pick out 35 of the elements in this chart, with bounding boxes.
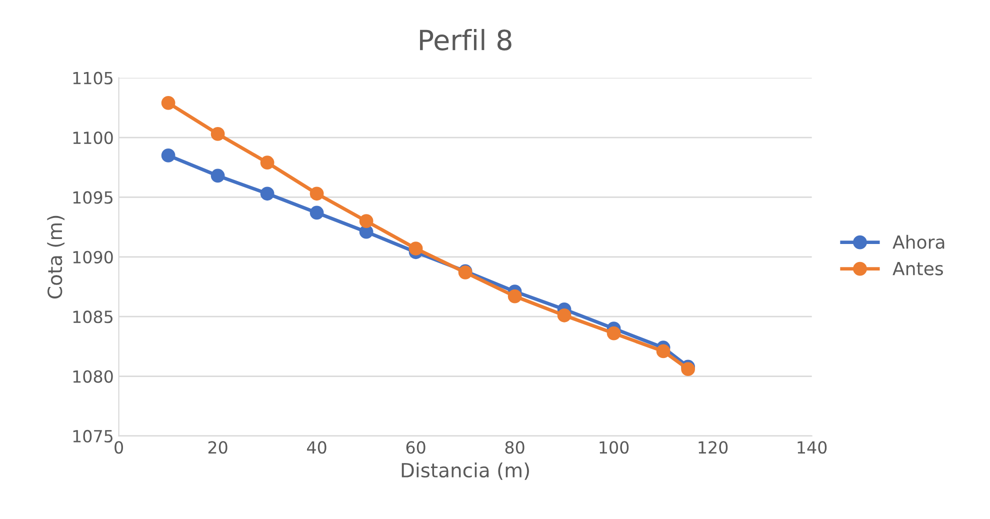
point [557,308,572,322]
y-tick-label: 1080 [73,370,113,383]
y-tick-label: 1075 [73,430,112,443]
legend-label: Antes [892,262,943,276]
point [161,148,176,162]
point [408,242,423,256]
point [260,156,274,170]
y-tick-label: 1105 [73,72,112,84]
point [260,186,274,201]
x-tick-label: 80 [505,441,524,454]
point [310,206,324,220]
y-tick-label: 1090 [73,250,113,264]
y-axis-title: Cota (m) [47,216,64,298]
x-tick-label: 40 [307,441,326,454]
point [681,362,695,376]
point [508,289,522,304]
point [656,344,670,358]
point [310,186,324,201]
point [606,326,621,340]
x-tick-label: 100 [600,441,629,454]
y-tick-label: 1100 [73,131,113,144]
point [210,127,225,141]
x-tick-label: 0 [114,441,123,454]
chart-title: Perfil 8 [420,28,512,50]
point [161,96,176,110]
x-tick-label: 120 [698,441,728,454]
legend-label: Ahora [892,234,944,249]
x-tick-label: 140 [798,441,827,454]
x-tick-label: 60 [406,441,426,454]
point [359,214,374,228]
point [210,168,225,183]
y-tick-label: 1095 [73,191,112,204]
x-axis-title: Distancia (m) [402,462,529,480]
x-tick-label: 20 [208,441,228,454]
y-tick-label: 1085 [73,310,112,324]
